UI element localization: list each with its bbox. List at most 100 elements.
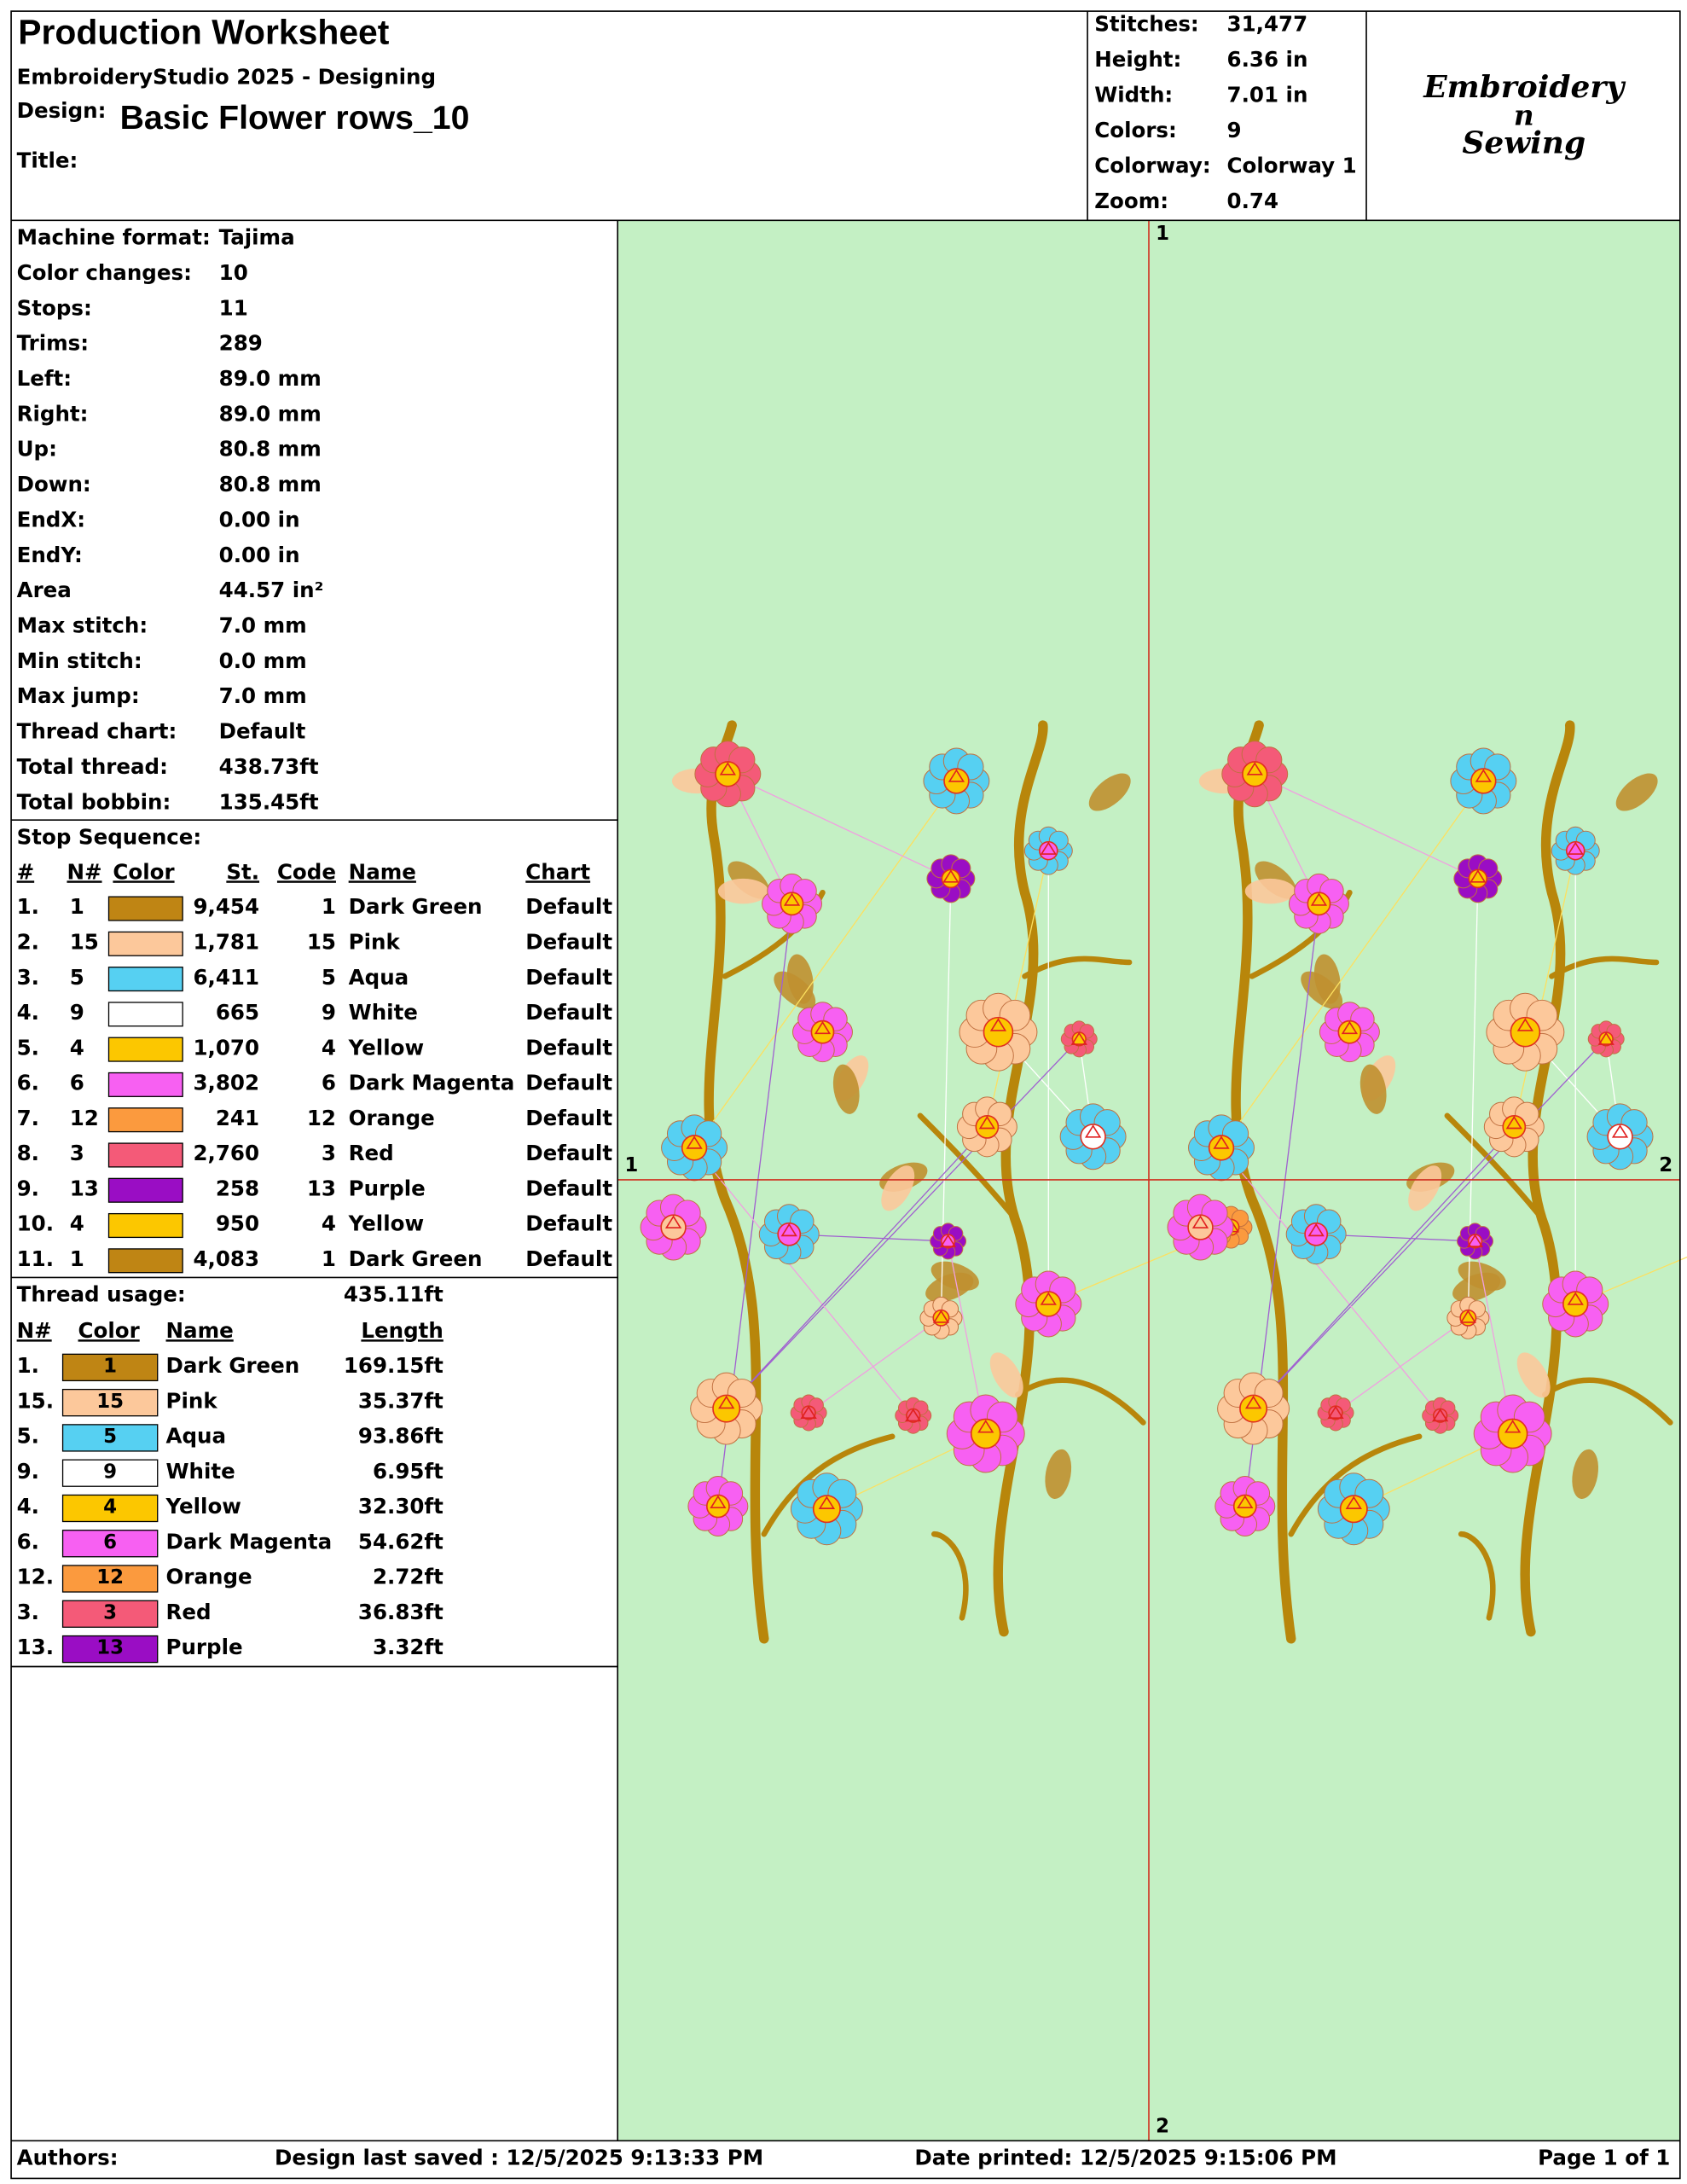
thread-chart: Default <box>525 965 612 990</box>
stat-value: 0.74 <box>1227 189 1279 213</box>
stem <box>930 1531 969 1621</box>
flower-center <box>1565 840 1586 861</box>
jump-stitch <box>1254 773 1479 880</box>
jump-stitch <box>728 773 952 880</box>
thread-name: Aqua <box>349 965 409 990</box>
color-swatch <box>107 1248 183 1274</box>
stop-marker <box>1504 1420 1522 1433</box>
stem <box>1541 1377 1673 1426</box>
stop-marker <box>1567 1292 1584 1305</box>
stop-marker <box>686 1136 703 1149</box>
thread-name: Dark Green <box>349 1246 483 1271</box>
jump-stitch <box>1513 851 1576 1128</box>
thread-name: White <box>166 1459 235 1484</box>
row-number: 1. <box>17 894 39 919</box>
stem <box>761 1433 896 1537</box>
stem <box>1022 956 1133 979</box>
flower-center <box>1502 1114 1527 1139</box>
footer-saved: Design last saved : 12/5/2025 9:13:33 PM <box>275 2146 763 2170</box>
jump-stitch <box>1335 1317 1469 1414</box>
info-label: Max stitch: <box>17 613 148 637</box>
thread-name: Dark Magenta <box>166 1529 333 1554</box>
thread-chart: Default <box>525 1176 612 1200</box>
thread-name: White <box>349 1000 418 1025</box>
outer-border <box>10 10 1681 2180</box>
needle-number: 5. <box>17 1424 39 1449</box>
stitch-count: 241 <box>216 1106 259 1130</box>
stem <box>1288 1433 1423 1537</box>
stop-marker <box>780 1223 797 1237</box>
info-value: 80.8 mm <box>219 472 322 497</box>
stop-marker <box>718 1395 735 1409</box>
section-title: Stop Sequence: <box>17 824 202 849</box>
needle-number: 13. <box>17 1635 54 1659</box>
stop-marker <box>1345 1496 1362 1509</box>
thread-code: 13 <box>307 1176 336 1200</box>
stop-marker <box>989 1018 1007 1031</box>
thread-name: Red <box>166 1600 212 1624</box>
info-label: Area <box>17 578 72 602</box>
swatch-label: 9 <box>103 1461 117 1483</box>
column-header: Color <box>78 1318 141 1343</box>
axis-label: 1 <box>1156 223 1169 245</box>
needle-number: 4. <box>17 1494 39 1519</box>
stat-value: 31,477 <box>1227 11 1308 36</box>
row-number: 6. <box>17 1071 39 1095</box>
thread-code: 4 <box>322 1035 336 1060</box>
embroidery-design <box>640 720 1687 1644</box>
stop-marker <box>1475 769 1492 782</box>
stitch-count: 1,070 <box>194 1035 260 1060</box>
jump-stitch <box>726 1038 1080 1409</box>
column-header: Color <box>113 859 175 884</box>
stitch-count: 258 <box>216 1176 259 1200</box>
jump-stitch <box>808 1317 942 1414</box>
flower-center <box>1307 892 1331 916</box>
thread-length: 169.15ft <box>344 1353 443 1378</box>
document-title: Production Worksheet <box>18 13 390 52</box>
stop-marker <box>1237 1495 1254 1508</box>
jump-stitch <box>1253 1038 1607 1409</box>
info-value: 7.0 mm <box>219 613 307 637</box>
design-repeat <box>1167 720 1687 1644</box>
color-swatch <box>107 896 183 921</box>
stop-marker <box>977 1420 994 1433</box>
leaf <box>925 1272 974 1302</box>
stop-marker <box>1310 892 1328 906</box>
leaf <box>1516 1352 1551 1398</box>
info-label: EndX: <box>17 507 85 531</box>
color-swatch <box>61 1565 159 1593</box>
stop-marker <box>948 769 965 782</box>
swatch-label: 12 <box>96 1566 124 1589</box>
thread-chart: Default <box>525 1211 612 1236</box>
stat-label: Colorway: <box>1094 154 1210 178</box>
stop-marker <box>818 1496 836 1509</box>
stop-marker <box>1459 1310 1476 1323</box>
thread-name: Orange <box>166 1565 252 1589</box>
stop-marker <box>978 1115 996 1130</box>
stop-marker <box>1505 1115 1522 1130</box>
thread-chart: Default <box>525 1000 612 1025</box>
info-value: Tajima <box>219 225 295 250</box>
leaf <box>1088 773 1131 811</box>
jump-stitch <box>986 851 1049 1128</box>
info-label: Thread chart: <box>17 719 177 744</box>
logo-text: Embroidery <box>1423 69 1626 105</box>
stop-marker <box>1516 1018 1534 1031</box>
leaf <box>1572 1449 1599 1500</box>
needle-number: 13 <box>70 1176 99 1200</box>
color-swatch <box>61 1388 159 1417</box>
flower-center <box>975 1114 1000 1139</box>
thread-chart: Default <box>525 1141 612 1165</box>
design-name: Basic Flower rows_10 <box>120 99 470 136</box>
row-number: 2. <box>17 929 39 954</box>
stat-label: Zoom: <box>1094 189 1168 213</box>
stem <box>1549 956 1660 979</box>
thread-code: 1 <box>322 1246 336 1271</box>
thread-name: Pink <box>166 1388 218 1413</box>
stop-marker <box>1040 1292 1057 1305</box>
thread-chart: Default <box>525 929 612 954</box>
color-swatch <box>107 1212 183 1239</box>
needle-number: 4 <box>70 1035 84 1060</box>
